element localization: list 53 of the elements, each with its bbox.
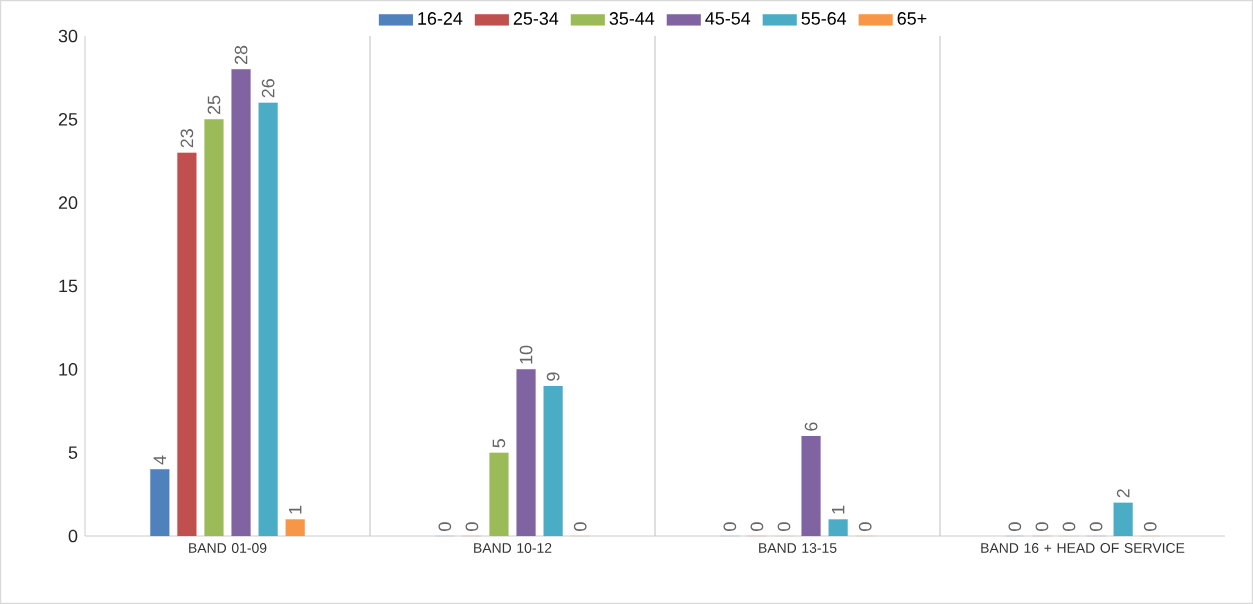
bar: [150, 469, 170, 537]
data-label: 0: [858, 522, 872, 531]
data-label: 1: [831, 505, 845, 514]
legend-label: 55-64: [801, 12, 847, 25]
y-tick-label: 5: [68, 446, 78, 459]
data-label: 5: [492, 439, 506, 448]
bar: [204, 119, 224, 537]
legend-label: 65+: [897, 12, 927, 25]
y-tick-label: 10: [59, 362, 78, 376]
data-label: 0: [1008, 522, 1022, 531]
data-label: 25: [207, 95, 221, 115]
data-label: 6: [804, 422, 818, 431]
data-label: 0: [1035, 522, 1049, 531]
data-label: 0: [438, 522, 452, 531]
y-tick-label: 0: [68, 529, 78, 543]
y-tick-label: 15: [59, 279, 78, 293]
legend-label: 16-24: [418, 12, 463, 25]
y-tick-label: 25: [58, 112, 78, 126]
data-label: 4: [153, 455, 166, 465]
bar: [543, 385, 563, 537]
x-tick-label: BAND 13-15: [759, 543, 837, 553]
x-tick-label: BAND 01-09: [189, 543, 267, 553]
data-label: 1: [289, 505, 302, 514]
y-tick-label: 30: [58, 29, 78, 43]
bar: [828, 519, 848, 537]
data-label: 0: [1089, 522, 1103, 531]
data-label: 2: [1116, 489, 1130, 498]
bar: [489, 452, 509, 537]
data-label: 0: [1062, 522, 1076, 531]
data-label: 0: [465, 522, 479, 531]
data-label: 9: [546, 372, 560, 381]
bar: [285, 519, 305, 537]
data-label: 0: [777, 522, 791, 531]
legend-label: 45-54: [705, 12, 751, 25]
bar: [231, 69, 251, 537]
data-label: 26: [261, 79, 275, 98]
bar: [516, 369, 536, 537]
bar: [177, 152, 197, 537]
data-label: 0: [750, 522, 764, 531]
legend-label: 35-44: [609, 12, 655, 25]
y-tick-label: 20: [58, 196, 78, 210]
data-label: 0: [1143, 522, 1157, 531]
data-label: 0: [573, 522, 587, 531]
data-label: 0: [723, 522, 737, 531]
data-label: 28: [234, 45, 248, 65]
x-tick-label: BAND 16 + HEAD OF SERVICE: [981, 543, 1185, 553]
data-label: 10: [519, 345, 533, 364]
x-tick-label: BAND 10-12: [474, 543, 552, 553]
legend-label: 25-34: [513, 12, 559, 25]
bar: [258, 102, 278, 537]
bar: [1113, 502, 1133, 537]
data-label: 23: [180, 129, 194, 148]
bar: [801, 435, 821, 537]
